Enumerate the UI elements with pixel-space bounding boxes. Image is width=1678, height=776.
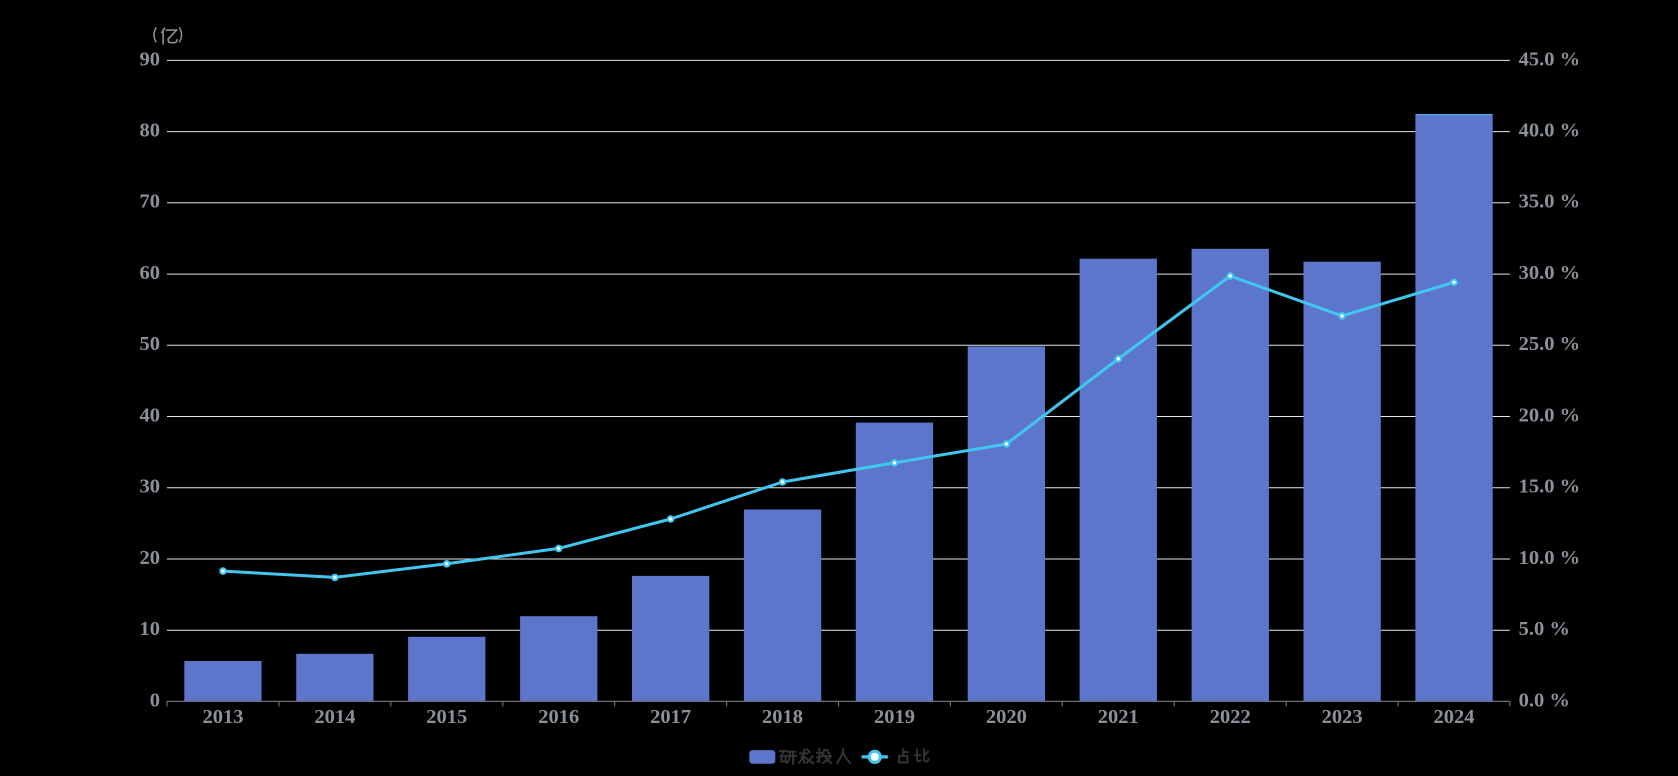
svg-text:2024: 2024 xyxy=(1434,706,1475,728)
svg-text:15.0 %: 15.0 % xyxy=(1519,476,1581,498)
svg-text:30: 30 xyxy=(140,476,161,498)
svg-text:50: 50 xyxy=(140,333,161,355)
svg-text:35.0 %: 35.0 % xyxy=(1519,191,1581,213)
svg-text:90: 90 xyxy=(140,48,161,70)
svg-text:20.0 %: 20.0 % xyxy=(1519,404,1581,426)
svg-text:2018: 2018 xyxy=(762,706,803,728)
svg-text:30.0 %: 30.0 % xyxy=(1519,262,1581,284)
svg-text:25.0 %: 25.0 % xyxy=(1519,333,1581,355)
svg-text:45.0 %: 45.0 % xyxy=(1519,48,1581,70)
svg-text:40: 40 xyxy=(140,404,161,426)
svg-text:80: 80 xyxy=(140,120,161,142)
svg-text:2015: 2015 xyxy=(426,706,467,728)
svg-text:2014: 2014 xyxy=(314,706,355,728)
svg-text:40.0 %: 40.0 % xyxy=(1519,120,1581,142)
svg-text:2023: 2023 xyxy=(1322,706,1363,728)
svg-text:2020: 2020 xyxy=(986,706,1027,728)
svg-text:20: 20 xyxy=(140,547,161,569)
svg-text:0: 0 xyxy=(150,689,160,711)
svg-text:2016: 2016 xyxy=(538,706,579,728)
svg-text:5.0 %: 5.0 % xyxy=(1519,618,1570,640)
svg-text:2017: 2017 xyxy=(650,706,691,728)
svg-text:70: 70 xyxy=(140,191,161,213)
svg-text:2022: 2022 xyxy=(1210,706,1251,728)
svg-text:60: 60 xyxy=(140,262,161,284)
svg-text:2021: 2021 xyxy=(1098,706,1139,728)
svg-text:10: 10 xyxy=(140,618,161,640)
svg-text:10.0 %: 10.0 % xyxy=(1519,547,1581,569)
svg-text:0.0 %: 0.0 % xyxy=(1519,689,1570,711)
svg-text:2013: 2013 xyxy=(203,706,244,728)
svg-text:2019: 2019 xyxy=(874,706,915,728)
